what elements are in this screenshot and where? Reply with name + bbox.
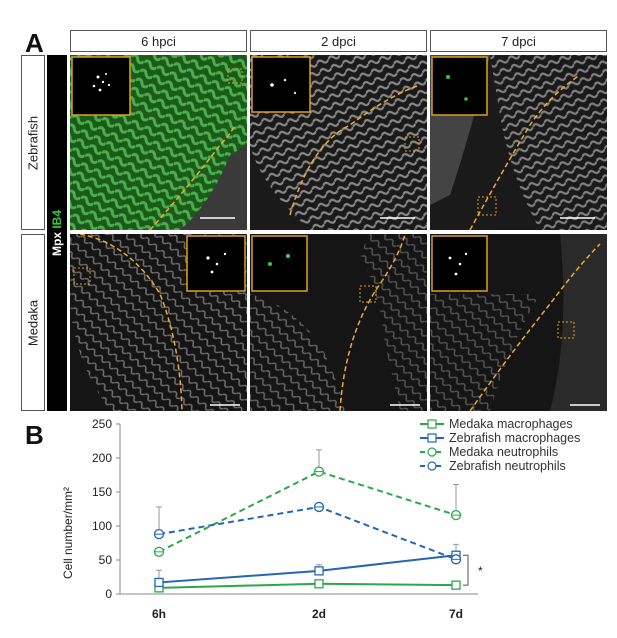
micrograph-medaka-2dpci (250, 234, 427, 411)
stain-label: Mpx IB4 (50, 210, 64, 256)
panel-a-letter: A (25, 28, 44, 58)
series-line (158, 554, 457, 584)
stain-label-bar: Mpx IB4 (47, 55, 67, 411)
y-tick-label: 50 (99, 553, 113, 567)
data-point-square (451, 580, 461, 590)
x-tick-label: 2d (312, 607, 326, 621)
micrograph-medaka-6hpci (70, 234, 247, 411)
y-tick-label: 150 (92, 485, 112, 499)
column-header-7dpci: 7 dpci (430, 30, 607, 52)
micrograph-zebrafish-6hpci (70, 55, 247, 230)
panel-b-letter: B (25, 420, 44, 450)
x-tick-label: 7d (449, 607, 463, 621)
micrograph-zebrafish-7dpci (430, 55, 607, 230)
y-tick-label: 250 (92, 417, 112, 431)
legend-marker-square (427, 433, 437, 443)
legend-marker-square (427, 419, 437, 429)
y-tick-label: 0 (105, 587, 112, 601)
chart-axes: 0 50 100 150 200 250 6h 2d 7d (92, 417, 478, 621)
micrograph-zebrafish-2dpci (250, 55, 427, 230)
y-tick-label: 100 (92, 519, 112, 533)
significance-star: * (478, 564, 483, 578)
x-tick-label: 6h (152, 607, 166, 621)
legend-marker-circle (427, 461, 437, 471)
y-axis-label: Cell number/mm² (61, 487, 75, 579)
legend-label: Zebrafish macrophages (449, 431, 580, 445)
line-chart: Cell number/mm² 0 50 100 150 200 250 6h 2d 7d Me… (61, 417, 580, 621)
row-label-zebrafish: Zebrafish (21, 55, 45, 230)
significance-bracket (463, 554, 469, 586)
micrograph-zebrafish-2dpci-art (250, 55, 427, 230)
micrograph-medaka-7dpci-art (430, 234, 607, 411)
y-tick-label: 200 (92, 451, 112, 465)
legend-label: Zebrafish neutrophils (449, 459, 566, 473)
series-line (158, 582, 457, 589)
data-point-square (314, 579, 324, 589)
row-label-medaka: Medaka (21, 234, 45, 411)
micrograph-medaka-2dpci-art (250, 234, 427, 411)
legend-label: Medaka neutrophils (449, 445, 558, 459)
data-point-square (154, 577, 164, 588)
micrograph-medaka-6hpci-art (70, 234, 247, 411)
row-label-zebrafish-text: Zebrafish (25, 115, 41, 170)
stain-ib4-label: IB4 (50, 209, 64, 229)
series-line (158, 470, 457, 553)
micrograph-medaka-7dpci (430, 234, 607, 411)
data-point-square (314, 566, 324, 576)
row-label-medaka-text: Medaka (25, 299, 41, 346)
column-header-2dpci: 2 dpci (250, 30, 427, 52)
micrograph-zebrafish-7dpci-art (430, 55, 607, 230)
column-header-6hpci: 6 hpci (70, 30, 247, 52)
legend-label: Medaka macrophages (449, 417, 573, 431)
series-line (158, 505, 457, 561)
chart-series (153, 449, 462, 593)
micrograph-zebrafish-6hpci-art (70, 55, 247, 230)
stain-mpx-label: Mpx (50, 232, 64, 257)
legend-marker-circle (427, 447, 437, 457)
